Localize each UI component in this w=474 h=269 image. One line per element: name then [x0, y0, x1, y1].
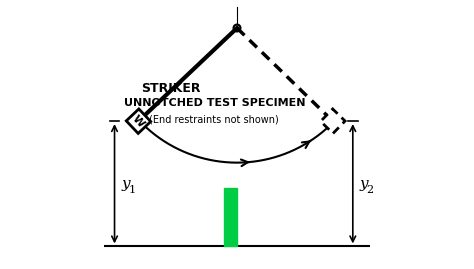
Text: STRIKER: STRIKER [141, 82, 201, 95]
Text: y: y [359, 177, 368, 191]
Text: (End restraints not shown): (End restraints not shown) [149, 115, 279, 125]
Text: W: W [131, 113, 146, 129]
Text: UNNOTCHED TEST SPECIMEN: UNNOTCHED TEST SPECIMEN [124, 98, 305, 108]
Text: y: y [121, 177, 130, 191]
Text: 1: 1 [128, 185, 136, 195]
Bar [320, 109, 345, 133]
Bar [126, 109, 151, 133]
Text: 2: 2 [367, 185, 374, 195]
Bar [224, 188, 237, 246]
